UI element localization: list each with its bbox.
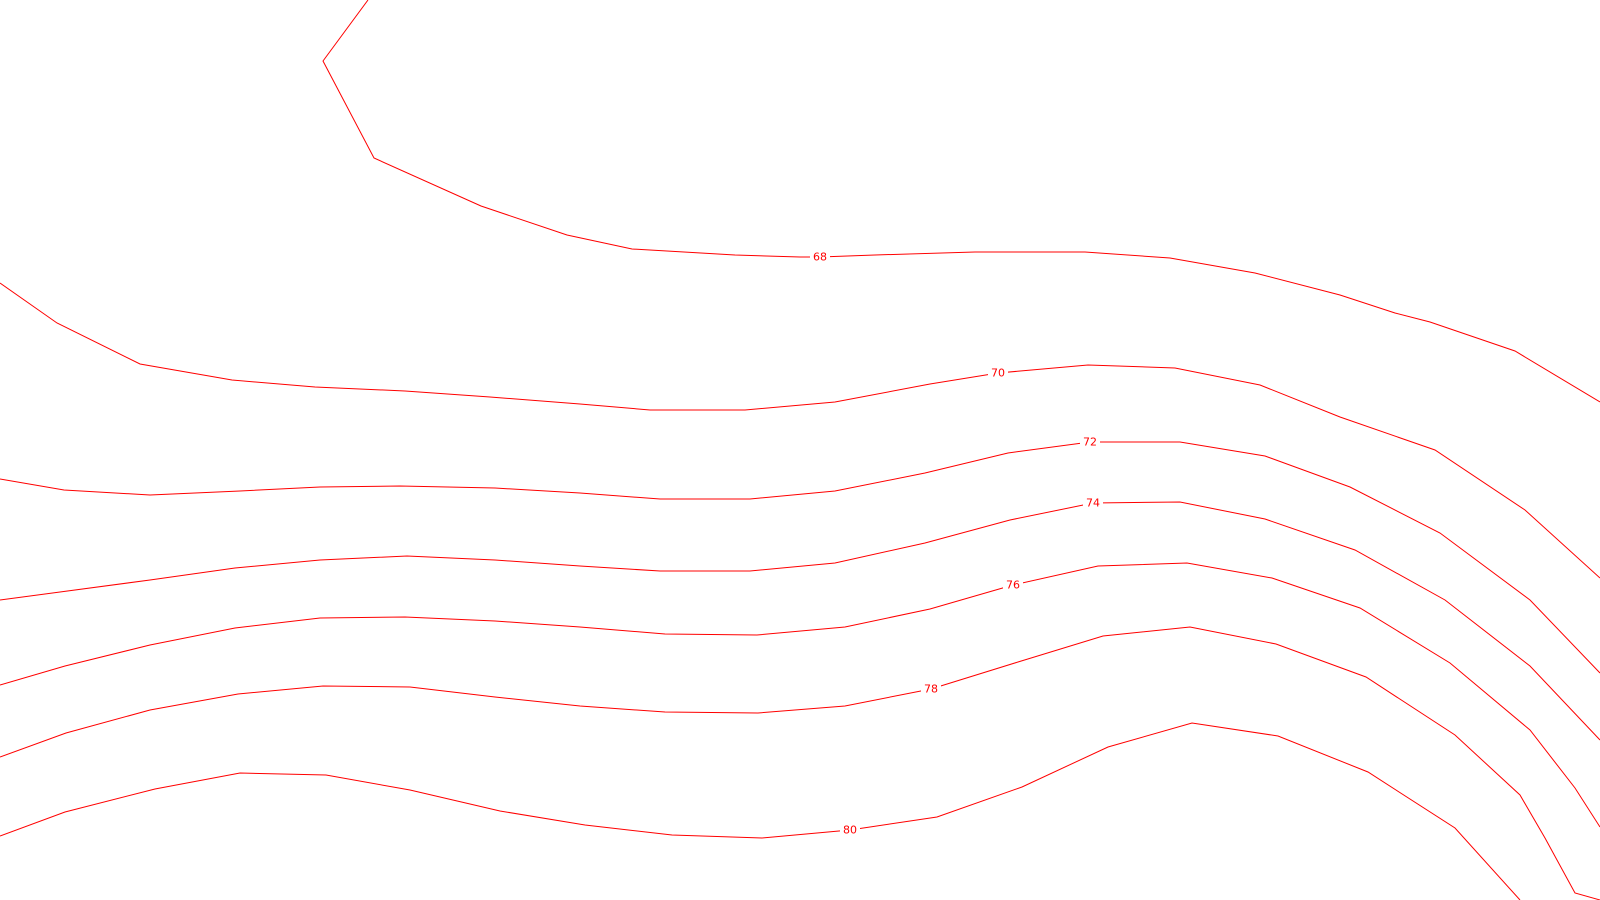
- contour-label-74: 74: [1086, 497, 1100, 510]
- contour-line-72: [0, 441, 1600, 674]
- contour-label-background-76: [1003, 578, 1023, 592]
- contour-label-background-72: [1080, 435, 1100, 449]
- contour-line-76: [0, 562, 1600, 828]
- contour-line-68: [322, 0, 1600, 403]
- contour-label-background-68: [810, 250, 830, 264]
- contour-label-background-78: [921, 682, 941, 696]
- contour-label-76: 76: [1006, 579, 1020, 592]
- contour-line-70: [0, 282, 1600, 579]
- contour-label-70: 70: [991, 367, 1005, 380]
- contour-line-78: [0, 626, 1600, 900]
- contour-label-68: 68: [813, 251, 827, 264]
- contour-label-background-70: [988, 366, 1008, 380]
- contour-label-72: 72: [1083, 436, 1097, 449]
- contour-line-74: [0, 501, 1600, 741]
- contour-label-80: 80: [843, 824, 857, 837]
- contour-label-background-80: [840, 823, 860, 837]
- contour-label-78: 78: [924, 683, 938, 696]
- contour-labels-layer: 68 70 72 74 76 78 80: [810, 250, 1103, 837]
- contour-label-background-74: [1083, 496, 1103, 510]
- contour-line-80: [0, 722, 1521, 900]
